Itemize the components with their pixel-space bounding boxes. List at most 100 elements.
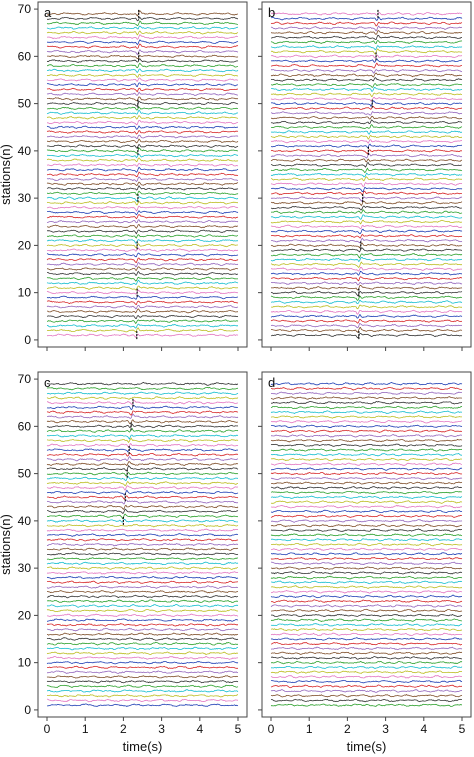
trace-station-45 (46, 495, 239, 500)
trace-station-55 (46, 447, 239, 453)
trace-station-54 (46, 452, 239, 457)
trace-station-41 (46, 143, 239, 149)
trace-station-12 (46, 279, 239, 285)
trace-station-55 (270, 77, 463, 82)
trace-station-27 (46, 580, 239, 584)
trace-station-43 (46, 134, 239, 139)
trace-station-57 (270, 438, 463, 443)
trace-station-12 (46, 651, 239, 655)
trace-station-35 (46, 542, 239, 547)
trace-station-33 (47, 552, 239, 556)
trace-station-37 (46, 163, 239, 167)
trace-station-60 (47, 54, 239, 60)
trace-station-20 (270, 242, 463, 249)
trace-station-38 (270, 158, 463, 163)
trace-station-19 (46, 618, 238, 622)
trace-station-45 (270, 495, 463, 500)
trace-station-56 (270, 443, 463, 447)
trace-station-19 (47, 247, 238, 252)
trace-station-15 (270, 637, 463, 641)
trace-station-59 (270, 58, 463, 63)
trace-station-42 (46, 138, 239, 144)
trace-station-57 (46, 68, 239, 74)
trace-station-36 (270, 167, 463, 174)
trace-station-41 (270, 514, 463, 518)
trace-station-48 (46, 481, 239, 487)
axes-frame (261, 371, 472, 718)
trace-station-28 (270, 205, 463, 211)
trace-station-36 (46, 538, 239, 542)
trace-station-32 (271, 186, 463, 192)
y-tick-label-30: 30 (18, 191, 32, 205)
trace-station-16 (270, 261, 462, 268)
trace-station-39 (46, 153, 238, 159)
trace-station-32 (46, 556, 239, 561)
trace-station-57 (46, 437, 239, 444)
trace-station-27 (271, 580, 463, 585)
trace-station-29 (46, 201, 238, 206)
trace-station-11 (46, 656, 239, 660)
axes-frame (37, 1, 248, 348)
trace-station-43 (270, 134, 462, 140)
trace-station-56 (270, 72, 462, 78)
trace-station-43 (270, 504, 463, 509)
trace-station-51 (270, 467, 463, 471)
trace-station-9 (47, 665, 238, 670)
trace-station-49 (46, 476, 238, 482)
trace-station-51 (270, 96, 463, 102)
panel-d: 0 1 2 3 4 5 d time(s) (258, 371, 472, 754)
trace-station-66 (46, 396, 239, 400)
trace-station-14 (270, 270, 462, 276)
trace-station-33 (271, 552, 463, 556)
trace-station-18 (270, 253, 463, 259)
trace-station-32 (270, 556, 463, 561)
trace-station-52 (46, 461, 239, 467)
trace-station-6 (46, 680, 239, 684)
trace-station-17 (270, 257, 463, 262)
trace-station-56 (46, 73, 239, 78)
trace-station-1 (47, 703, 239, 707)
trace-station-46 (46, 489, 239, 496)
trace-station-40 (46, 518, 239, 523)
trace-station-2 (46, 698, 239, 703)
trace-station-8 (46, 300, 239, 305)
trace-station-65 (46, 30, 239, 36)
trace-station-47 (270, 115, 463, 120)
trace-station-23 (270, 599, 463, 604)
trace-station-38 (46, 528, 239, 533)
trace-station-15 (46, 637, 239, 641)
trace-station-60 (46, 423, 239, 429)
trace-station-8 (46, 670, 239, 674)
trace-station-47 (46, 115, 239, 120)
trace-station-66 (270, 25, 463, 32)
trace-station-20 (47, 613, 239, 618)
y-tick-label-10: 10 (18, 656, 32, 670)
trace-station-32 (46, 185, 239, 191)
trace-station-60 (270, 54, 463, 59)
trace-station-46 (47, 119, 239, 126)
y-tick-label-20: 20 (18, 608, 32, 622)
trace-station-30 (47, 566, 238, 570)
trace-station-59 (270, 429, 463, 433)
panel-a: 0 10 20 30 40 50 60 70 a stations(n) (0, 1, 248, 351)
trace-station-22 (46, 604, 239, 608)
trace-station-4 (46, 319, 239, 324)
trace-station-47 (270, 486, 463, 490)
trace-station-19 (270, 618, 462, 622)
x-tick-label-5: 5 (235, 722, 242, 736)
trace-station-6 (270, 679, 463, 684)
trace-station-54 (46, 82, 238, 88)
trace-station-41 (46, 513, 239, 520)
trace-station-68 (270, 386, 462, 391)
trace-station-22 (270, 233, 463, 239)
trace-station-42 (47, 508, 239, 514)
trace-station-4 (270, 689, 463, 693)
x-tick-label-3: 3 (382, 722, 389, 736)
trace-station-53 (46, 87, 239, 93)
trace-station-38 (270, 528, 463, 532)
trace-station-8 (270, 299, 463, 305)
trace-station-23 (46, 599, 239, 603)
trace-station-53 (270, 457, 463, 462)
trace-station-54 (270, 453, 462, 457)
